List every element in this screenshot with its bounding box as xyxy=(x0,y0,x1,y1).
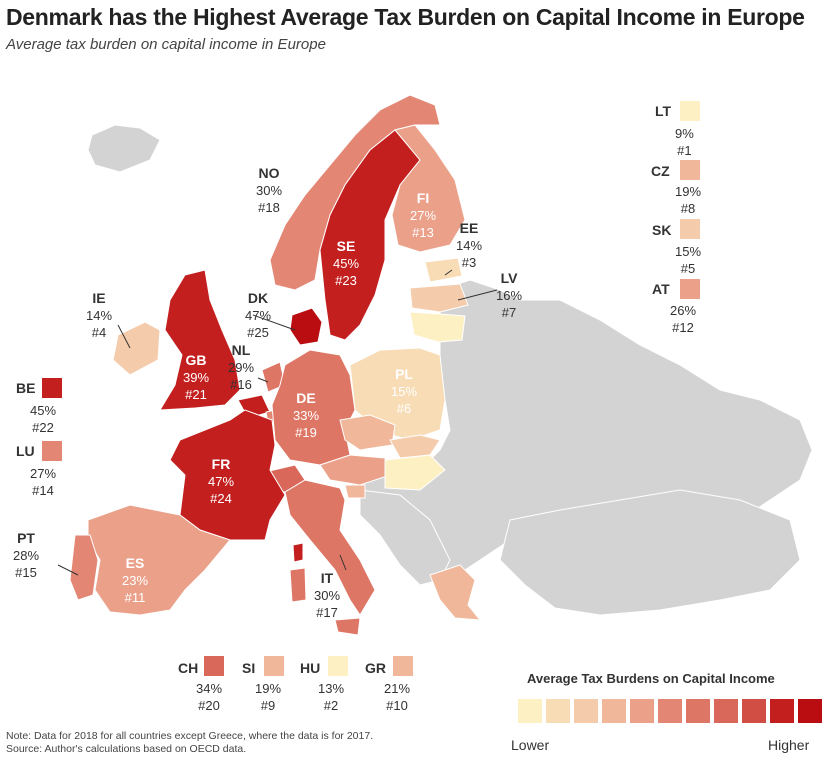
legend-swatch-8 xyxy=(714,699,738,723)
callout-slovakia: SK xyxy=(652,222,672,238)
country-greece xyxy=(429,564,482,621)
legend-swatch-10 xyxy=(770,699,794,723)
swatch-czechia xyxy=(680,160,700,180)
callout-austria-values: 26% #12 xyxy=(670,303,697,335)
callout-luxembourg-values: 27% #14 xyxy=(30,466,57,498)
legend-low-label: Lower xyxy=(511,737,550,753)
country-denmark xyxy=(289,307,323,346)
legend-swatch-2 xyxy=(546,699,570,723)
country-portugal xyxy=(69,534,99,601)
callout-czechia: CZ xyxy=(651,163,670,179)
country-france xyxy=(169,409,286,541)
balkans xyxy=(359,489,451,586)
callout-belgium: BE xyxy=(16,380,36,396)
legend-title: Average Tax Burdens on Capital Income xyxy=(527,671,775,686)
callout-slovakia-values: 15% #5 xyxy=(675,244,702,276)
label-finland: FI 27% #13 xyxy=(410,190,437,240)
country-latvia xyxy=(409,283,469,313)
label-sweden: SE 45% #23 xyxy=(333,238,360,288)
country-czechia xyxy=(339,414,396,451)
callout-hungary: HU xyxy=(300,660,321,676)
swatch-slovakia xyxy=(680,219,700,239)
legend-scale xyxy=(518,699,822,723)
legend-swatch-11 xyxy=(798,699,822,723)
iceland xyxy=(87,124,161,173)
country-sardinia xyxy=(289,567,307,603)
country-ireland xyxy=(112,321,161,376)
label-netherlands: NL 29% #16 xyxy=(228,342,255,392)
label-ireland: IE 14% #4 xyxy=(86,290,113,340)
country-spain xyxy=(87,504,231,616)
country-estonia xyxy=(424,257,463,283)
legend-swatch-5 xyxy=(630,699,654,723)
swatch-greece xyxy=(393,656,413,676)
swatch-austria xyxy=(680,279,700,299)
label-germany: DE 33% #19 xyxy=(293,390,320,440)
callout-luxembourg: LU xyxy=(16,443,35,459)
legend-swatch-3 xyxy=(574,699,598,723)
label-estonia: EE 14% #3 xyxy=(456,220,483,270)
callout-hungary-values: 13% #2 xyxy=(318,681,345,713)
callout-slovenia: SI xyxy=(242,660,256,676)
footnote: Note: Data for 2018 for all countries ex… xyxy=(6,730,373,756)
swatch-belgium xyxy=(42,378,62,398)
swatch-hungary xyxy=(328,656,348,676)
country-slovenia xyxy=(344,484,366,499)
country-hungary xyxy=(384,454,446,491)
label-poland: PL 15% #6 xyxy=(391,366,418,416)
label-latvia: LV 16% #7 xyxy=(496,270,523,320)
legend-swatch-6 xyxy=(658,699,682,723)
callout-lithuania: LT xyxy=(655,103,672,119)
legend-swatch-1 xyxy=(518,699,542,723)
country-sicily xyxy=(334,617,361,636)
footnote-source: Source: Author's calculations based on O… xyxy=(6,743,247,755)
label-denmark: DK 47% #25 xyxy=(245,290,272,340)
callout-switzerland: CH xyxy=(178,660,199,676)
country-sweden xyxy=(319,124,421,341)
callout-czechia-values: 19% #8 xyxy=(675,184,702,216)
footnote-note: Note: Data for 2018 for all countries ex… xyxy=(6,730,374,742)
label-portugal: PT 28% #15 xyxy=(13,530,40,580)
legend-swatch-9 xyxy=(742,699,766,723)
swatch-luxembourg xyxy=(42,441,62,461)
country-corsica xyxy=(292,542,304,563)
chart-title: Denmark has the Highest Average Tax Burd… xyxy=(6,4,805,30)
legend-swatch-7 xyxy=(686,699,710,723)
pointer-lines xyxy=(57,269,498,576)
country-finland xyxy=(391,124,466,253)
label-france: FR 47% #24 xyxy=(208,456,235,506)
callout-greece: GR xyxy=(365,660,386,676)
turkey xyxy=(499,489,801,616)
other-countries xyxy=(87,124,813,616)
callout-greece-values: 21% #10 xyxy=(384,681,411,713)
swatch-switzerland xyxy=(204,656,224,676)
callout-belgium-values: 45% #22 xyxy=(30,403,57,435)
callout-austria: AT xyxy=(652,281,670,297)
label-spain: ES 23% #11 xyxy=(122,555,149,605)
chart-subtitle: Average tax burden on capital income in … xyxy=(6,36,326,53)
country-slovakia xyxy=(389,434,441,459)
legend-swatch-4 xyxy=(602,699,626,723)
swatch-slovenia xyxy=(264,656,284,676)
swatch-lithuania xyxy=(680,101,700,121)
callout-lithuania-values: 9% #1 xyxy=(675,126,694,158)
label-italy: IT 30% #17 xyxy=(314,570,341,620)
legend-high-label: Higher xyxy=(768,737,810,753)
country-italy xyxy=(284,479,376,616)
label-norway: NO 30% #18 xyxy=(256,165,283,215)
country-great-britain xyxy=(159,269,241,411)
label-great-britain: GB 39% #21 xyxy=(183,352,210,402)
country-lithuania xyxy=(409,311,466,343)
callout-slovenia-values: 19% #9 xyxy=(255,681,282,713)
callout-switzerland-values: 34% #20 xyxy=(196,681,223,713)
